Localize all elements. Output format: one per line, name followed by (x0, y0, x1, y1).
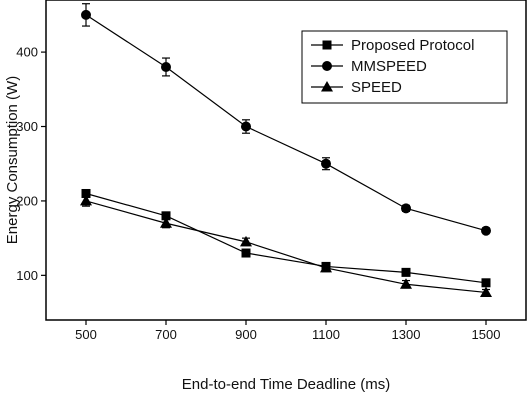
data-point (80, 194, 92, 206)
series-circle (81, 3, 491, 236)
legend-item: MMSPEED (311, 58, 427, 75)
y-tick-label: 200 (16, 193, 38, 208)
series-line (85, 192, 487, 284)
data-point (161, 211, 171, 221)
data-point (81, 9, 91, 20)
data-point (401, 203, 411, 214)
axis-ticks: 500 700 900 1100 1300 1500 100 200 300 400 (16, 45, 500, 342)
data-point (161, 61, 171, 72)
legend-item: SPEED (311, 79, 402, 96)
data-point (160, 217, 172, 228)
legend-label: MMSPEED (351, 58, 427, 75)
y-tick-label: 400 (16, 45, 38, 60)
legend-item: Proposed Protocol (311, 37, 474, 54)
series-layer (80, 3, 492, 297)
series-line (85, 200, 487, 294)
plot-frame (45, 0, 527, 321)
x-tick-label: 1300 (392, 327, 421, 342)
data-point (321, 158, 331, 169)
x-tick-label: 900 (235, 327, 257, 342)
data-point (81, 188, 91, 198)
data-point (320, 261, 332, 273)
data-point (401, 267, 411, 277)
series-triangle (80, 194, 492, 297)
y-tick-label: 100 (16, 268, 38, 283)
data-point (241, 248, 251, 258)
data-point (481, 278, 491, 288)
data-point (480, 286, 492, 297)
x-tick-label: 1500 (472, 327, 501, 342)
series-line (85, 14, 487, 232)
y-axis-label: Energy Consumption (W) (4, 76, 21, 244)
series-square (81, 188, 491, 288)
legend-marker (322, 61, 332, 71)
data-point (240, 235, 252, 247)
legend-label: SPEED (351, 79, 402, 96)
x-tick-label: 700 (155, 327, 177, 342)
legend-marker (321, 81, 333, 92)
legend-box (301, 30, 508, 104)
x-tick-label: 1100 (312, 327, 340, 342)
legend: Proposed Protocol MMSPEED SPEED (301, 30, 508, 104)
data-point (241, 121, 251, 132)
legend-label: Proposed Protocol (351, 37, 474, 54)
y-tick-label: 300 (16, 119, 38, 134)
data-point (400, 278, 412, 289)
data-point (481, 225, 491, 236)
legend-marker (322, 40, 332, 50)
x-tick-label: 500 (75, 327, 97, 342)
x-axis-label: End-to-end Time Deadline (ms) (182, 376, 390, 393)
